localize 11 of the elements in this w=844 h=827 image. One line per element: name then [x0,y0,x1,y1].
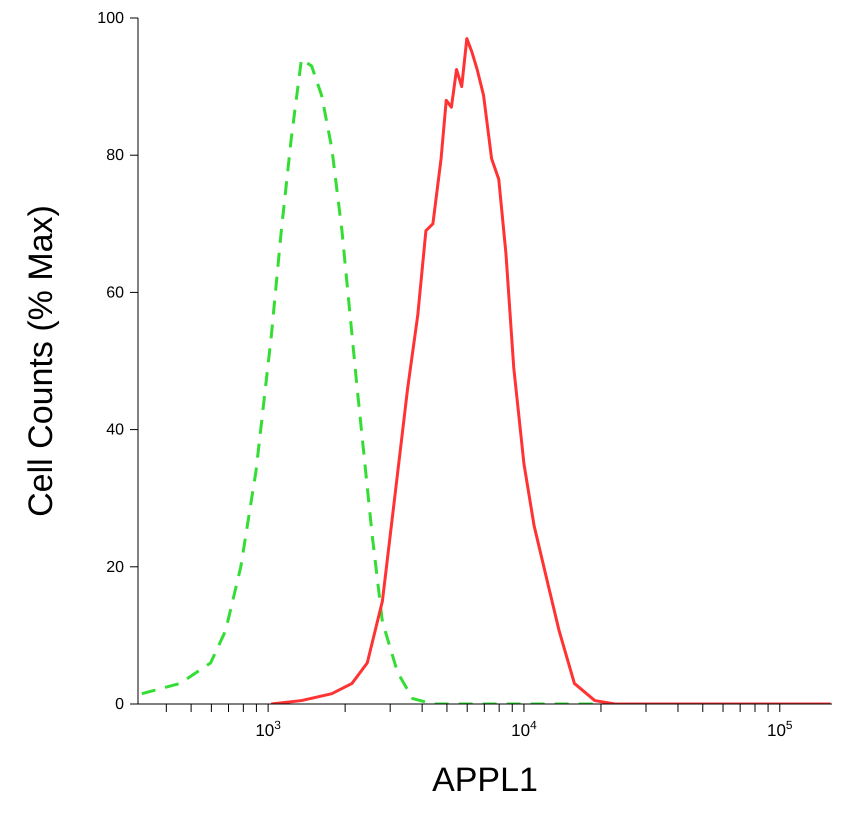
y-tick-label: 0 [115,696,124,713]
y-tick-label: 80 [106,147,124,164]
y-tick-label: 40 [106,422,124,439]
y-axis-title: Cell Counts (% Max) [22,205,60,517]
x-axis-title: APPL1 [432,761,538,799]
x-tick-label: 10$^{3}$ [255,718,282,740]
x-tick-label: 10$^{4}$ [511,718,538,740]
y-tick-label: 100 [97,10,124,27]
x-tick-label: 10$^{5}$ [767,718,793,740]
y-tick-label: 20 [106,558,124,576]
y-tick-label: 60 [106,284,124,302]
